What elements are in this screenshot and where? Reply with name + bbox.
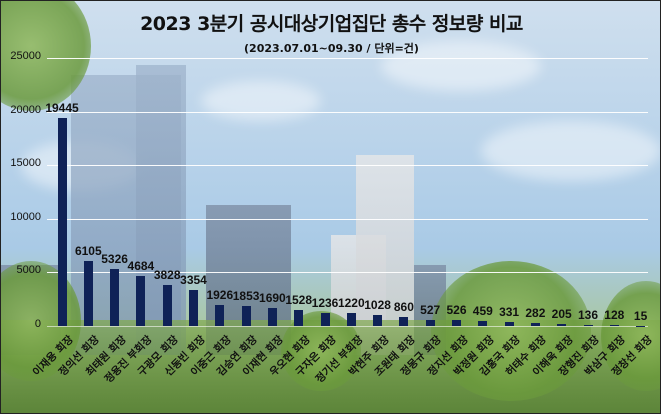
value-label: 282 bbox=[525, 305, 546, 320]
value-label: 128 bbox=[604, 307, 625, 322]
value-label: 3828 bbox=[153, 267, 181, 282]
value-label: 136 bbox=[577, 307, 599, 322]
value-label: 6105 bbox=[74, 243, 102, 258]
bar bbox=[452, 320, 461, 326]
value-label: 19445 bbox=[45, 100, 79, 115]
y-tick-label: 10000 bbox=[10, 210, 41, 223]
y-tick-label: 0 bbox=[34, 318, 41, 330]
value-label: 1926 bbox=[206, 288, 234, 303]
chart-subtitle: (2023.07.01~09.30 / 단위=건) bbox=[244, 42, 419, 55]
value-label: 331 bbox=[499, 305, 520, 320]
value-label: 527 bbox=[420, 303, 441, 318]
bar bbox=[609, 324, 619, 326]
value-label: 860 bbox=[393, 299, 414, 314]
value-label: 1853 bbox=[232, 289, 260, 304]
chart-title: 2023 3분기 공시대상기업집단 총수 정보량 비교 bbox=[140, 13, 523, 35]
value-label: 4684 bbox=[127, 258, 155, 273]
bar bbox=[399, 316, 409, 326]
gridline bbox=[47, 218, 648, 220]
bar bbox=[241, 306, 251, 326]
bar bbox=[320, 312, 330, 326]
bar bbox=[83, 260, 93, 326]
y-tick-label: 25000 bbox=[10, 50, 41, 62]
bar bbox=[504, 322, 514, 326]
bar bbox=[215, 305, 225, 326]
value-label: 1690 bbox=[259, 290, 286, 305]
bar bbox=[478, 321, 488, 326]
bar bbox=[530, 322, 540, 326]
bar bbox=[425, 320, 435, 326]
value-label: 459 bbox=[472, 304, 493, 319]
value-label: 1220 bbox=[337, 295, 365, 310]
gridline bbox=[47, 272, 648, 274]
bar bbox=[110, 268, 120, 326]
y-tick-label: 20000 bbox=[10, 103, 41, 116]
bar bbox=[294, 309, 304, 326]
bar bbox=[57, 117, 67, 326]
value-label: 205 bbox=[551, 306, 572, 321]
y-tick-label: 5000 bbox=[16, 264, 41, 277]
bar bbox=[583, 324, 593, 326]
bar bbox=[373, 314, 383, 326]
gridline bbox=[47, 111, 648, 113]
bar bbox=[346, 312, 356, 326]
bar bbox=[189, 290, 198, 326]
y-tick-label: 15000 bbox=[10, 157, 41, 170]
value-label: 5326 bbox=[101, 251, 128, 266]
gridline bbox=[47, 165, 648, 167]
bar bbox=[267, 307, 277, 326]
bar bbox=[162, 284, 172, 326]
value-label: 1028 bbox=[364, 297, 391, 312]
value-label: 1528 bbox=[285, 292, 313, 307]
gridline bbox=[47, 326, 648, 327]
value-label: 1236 bbox=[311, 295, 339, 310]
gridline bbox=[47, 58, 648, 59]
value-label: 526 bbox=[446, 303, 467, 318]
bar bbox=[557, 323, 567, 326]
value-label: 3354 bbox=[180, 273, 207, 288]
bar bbox=[136, 275, 146, 326]
value-label: 15 bbox=[633, 308, 648, 323]
